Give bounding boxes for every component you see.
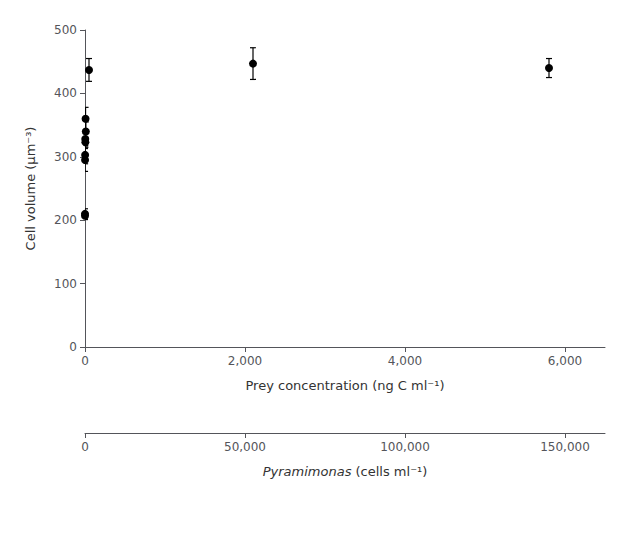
svg-text:0: 0	[69, 340, 77, 354]
svg-text:50,000: 50,000	[224, 440, 266, 454]
svg-text:500: 500	[54, 23, 77, 37]
svg-text:Pyramimonas: Pyramimonas	[263, 464, 352, 479]
svg-text:100: 100	[54, 277, 77, 291]
svg-text:0: 0	[81, 354, 89, 368]
svg-text:2,000: 2,000	[228, 354, 262, 368]
svg-text:Prey concentration (ng C ml⁻¹): Prey concentration (ng C ml⁻¹)	[246, 378, 445, 393]
svg-text:200: 200	[54, 213, 77, 227]
svg-text:0: 0	[81, 440, 89, 454]
svg-text:(cells ml⁻¹): (cells ml⁻¹)	[351, 464, 427, 479]
svg-text:150,000: 150,000	[540, 440, 590, 454]
svg-text:400: 400	[54, 86, 77, 100]
svg-text:300: 300	[54, 150, 77, 164]
svg-text:Cell volume (μm⁻³): Cell volume (μm⁻³)	[23, 127, 38, 251]
svg-text:100,000: 100,000	[380, 440, 430, 454]
svg-text:4,000: 4,000	[388, 354, 422, 368]
svg-text:6,000: 6,000	[548, 354, 582, 368]
